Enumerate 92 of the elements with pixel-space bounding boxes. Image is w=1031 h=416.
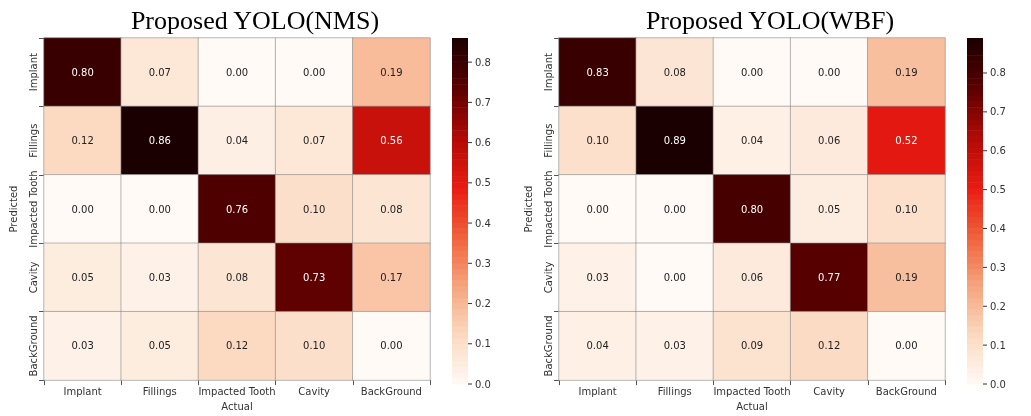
x-tick-label: Cavity: [298, 385, 331, 397]
data-label: 0.89: [663, 135, 686, 147]
chart-title: Proposed YOLO(NMS): [130, 5, 380, 35]
x-axis-title: Actual: [221, 400, 253, 412]
color-bar-label: 0.0: [990, 378, 1006, 390]
data-label: 0.19: [895, 271, 918, 283]
data-label: 0.00: [225, 66, 249, 78]
data-label: 0.12: [71, 135, 94, 147]
color-bar-label: 0.8: [990, 67, 1006, 79]
color-bar-label: 0.2: [475, 298, 491, 310]
data-label: 0.86: [148, 135, 171, 147]
data-label: 0.00: [148, 203, 171, 215]
y-tick-label: Fillings: [27, 123, 39, 158]
color-bar-label: 0.8: [475, 56, 491, 68]
data-label: 0.06: [818, 135, 841, 147]
data-label: 0.12: [225, 340, 249, 352]
data-label: 0.07: [148, 66, 171, 78]
data-label: 0.77: [818, 271, 841, 283]
data-label: 0.04: [586, 340, 609, 352]
data-label: 0.07: [303, 135, 326, 147]
data-label: 0.17: [380, 271, 403, 283]
data-label: 0.06: [740, 271, 764, 283]
data-label: 0.08: [225, 271, 249, 283]
data-label: 0.83: [586, 66, 609, 78]
chart-title: Proposed YOLO(WBF): [645, 5, 895, 35]
y-tick-label: Fillings: [542, 123, 554, 158]
y-axis-title: Predicted: [7, 185, 19, 233]
data-label: 0.03: [148, 271, 171, 283]
color-bar-label: 0.2: [990, 300, 1006, 312]
color-bar-label: 0.0: [475, 378, 491, 390]
y-tick-label: Cavity: [27, 261, 39, 294]
data-label: 0.73: [303, 271, 326, 283]
x-tick-label: Implant: [63, 385, 102, 397]
data-label: 0.00: [663, 271, 686, 283]
data-label: 0.10: [303, 203, 326, 215]
data-label: 0.03: [663, 340, 686, 352]
color-bar-label: 0.7: [475, 96, 491, 108]
data-label: 0.19: [380, 66, 403, 78]
data-label: 0.09: [740, 340, 764, 352]
y-tick-label: Cavity: [542, 261, 554, 294]
x-tick-label: Implant: [578, 385, 617, 397]
data-label: 0.10: [586, 135, 609, 147]
color-bar-label: 0.7: [990, 106, 1006, 118]
color-bar-label: 0.6: [475, 137, 491, 149]
color-bar-label: 0.5: [990, 184, 1006, 196]
data-label: 0.76: [225, 203, 249, 215]
data-label: 0.80: [71, 66, 94, 78]
color-bar-label: 0.1: [990, 339, 1006, 351]
data-label: 0.00: [303, 66, 326, 78]
data-label: 0.08: [663, 66, 686, 78]
color-bar-label: 0.6: [990, 145, 1006, 157]
data-label: 0.04: [225, 135, 249, 147]
x-tick-label: Fillings: [142, 385, 177, 397]
x-tick-label: Impacted Tooth: [198, 385, 276, 397]
color-bar-label: 0.3: [475, 257, 491, 269]
color-bar-label: 0.1: [475, 338, 491, 350]
data-label: 0.08: [380, 203, 403, 215]
data-label: 0.10: [303, 340, 326, 352]
data-label: 0.56: [380, 135, 403, 147]
data-label: 0.80: [740, 203, 764, 215]
data-label: 0.52: [895, 135, 918, 147]
data-label: 0.00: [586, 203, 609, 215]
data-label: 0.00: [663, 203, 686, 215]
x-axis-title: Actual: [736, 400, 768, 412]
data-label: 0.00: [740, 66, 764, 78]
data-label: 0.05: [818, 203, 841, 215]
x-tick-label: Cavity: [813, 385, 846, 397]
color-bar-label: 0.3: [990, 261, 1006, 273]
data-label: 0.00: [380, 340, 403, 352]
data-label: 0.00: [818, 66, 841, 78]
data-label: 0.10: [895, 203, 918, 215]
data-label: 0.12: [818, 340, 841, 352]
x-tick-label: BackGround: [360, 385, 422, 397]
y-tick-label: Impacted Tooth: [542, 170, 554, 248]
color-bar-label: 0.5: [475, 177, 491, 189]
data-label: 0.03: [71, 340, 94, 352]
data-label: 0.00: [895, 340, 918, 352]
data-label: 0.19: [895, 66, 918, 78]
y-tick-label: Implant: [27, 53, 39, 92]
x-tick-label: Impacted Tooth: [713, 385, 791, 397]
color-bar-label: 0.4: [990, 222, 1006, 234]
data-label: 0.04: [740, 135, 764, 147]
data-label: 0.00: [71, 203, 94, 215]
data-label: 0.03: [586, 271, 609, 283]
y-tick-label: Implant: [542, 53, 554, 92]
x-tick-label: BackGround: [875, 385, 937, 397]
data-label: 0.05: [148, 340, 171, 352]
data-label: 0.05: [71, 271, 94, 283]
color-bar-label: 0.4: [475, 217, 491, 229]
y-axis-title: Predicted: [522, 185, 534, 233]
x-tick-label: Fillings: [657, 385, 692, 397]
y-tick-label: Impacted Tooth: [27, 170, 39, 248]
